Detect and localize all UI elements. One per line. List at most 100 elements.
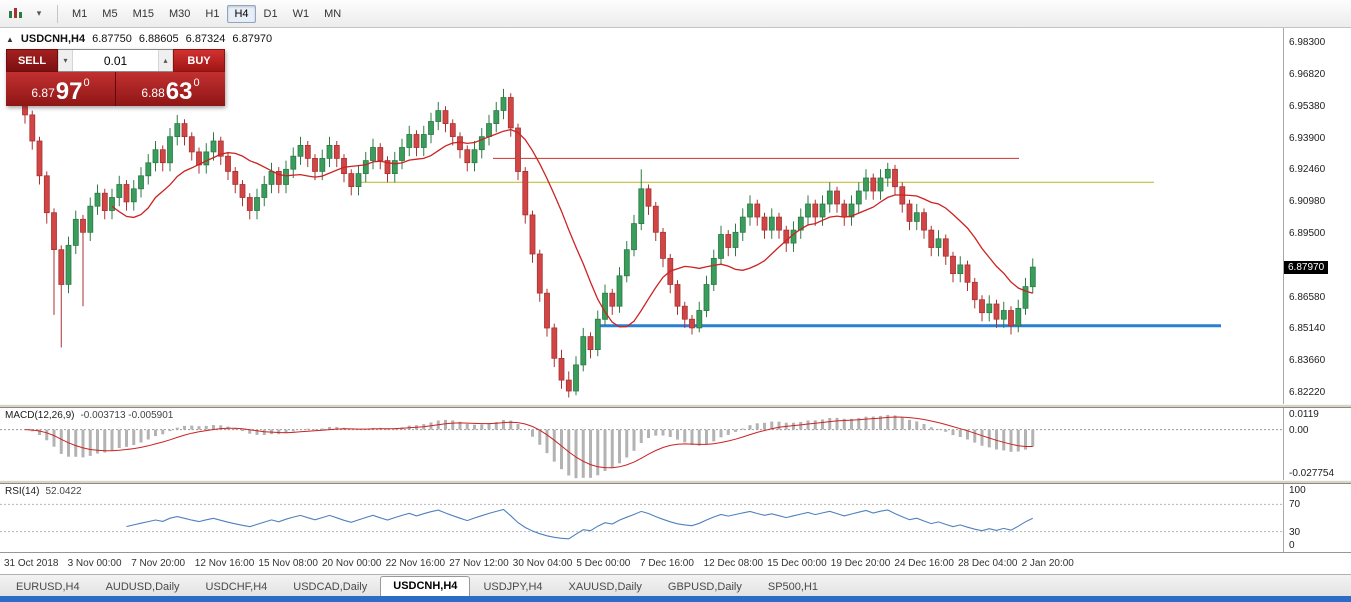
timeframe-h4[interactable]: H4	[227, 4, 256, 23]
time-axis-label: 15 Nov 08:00	[258, 558, 318, 569]
rsi-scale: 100 70 30 0	[1283, 484, 1351, 552]
ohlc-close: 6.87970	[232, 33, 273, 45]
sell-button[interactable]: SELL	[6, 49, 58, 72]
rsi-panel-label: RSI(14) 52.0422	[5, 486, 82, 497]
chart-tab-usdcad-daily[interactable]: USDCAD,Daily	[293, 581, 368, 593]
chart-tab-usdjpy-h4[interactable]: USDJPY,H4	[483, 581, 543, 593]
time-axis-label: 12 Nov 16:00	[194, 558, 255, 569]
time-axis-label: 5 Dec 00:00	[576, 558, 631, 569]
chart-tab-eurusd-h4[interactable]: EURUSD,H4	[16, 581, 80, 593]
status-bar	[0, 596, 1351, 602]
chart-header: ▲ USDCNH,H4 6.87750 6.88605 6.87324 6.87…	[6, 33, 272, 45]
candlestick-plot	[22, 88, 1221, 398]
panel-divider[interactable]	[0, 404, 1351, 408]
chart-tab-bar: EURUSD,H4 AUDUSD,Daily USDCHF,H4 USDCAD,Dai…	[0, 574, 1351, 596]
price-scale[interactable]: 6.98300 6.96820 6.95380 6.93900 6.92460 6.909…	[1283, 28, 1351, 404]
macd-scale-tick: 0.0119	[1289, 409, 1319, 420]
time-axis-label: 15 Dec 00:00	[767, 558, 827, 569]
symbol-period-label: USDCNH,H4	[20, 33, 86, 45]
timeframe-w1[interactable]: W1	[292, 7, 310, 20]
rsi-scale-tick: 0	[1289, 540, 1295, 551]
chart-tab-xauusd-daily[interactable]: XAUUSD,Daily	[568, 581, 642, 593]
price-tick: 6.95380	[1289, 100, 1326, 112]
time-axis-label: 27 Nov 12:00	[449, 558, 509, 569]
timeframe-m15[interactable]: M15	[132, 7, 154, 20]
time-axis-label: 28 Dec 04:00	[958, 558, 1018, 569]
timeframe-d1[interactable]: D1	[263, 7, 278, 20]
bar-chart-icon	[9, 8, 22, 18]
rsi-value-label: 52.0422	[45, 486, 82, 497]
sell-price-display[interactable]: 6.87 97 0	[6, 72, 115, 106]
price-tick: 6.89500	[1289, 228, 1326, 240]
timeframe-h1[interactable]: H1	[205, 7, 220, 20]
timeframe-buttons: M1 M5 M15 M30 H1 H4 D1 W1 MN	[65, 4, 348, 23]
timeframe-mn[interactable]: MN	[324, 7, 342, 20]
horizontal-lines	[359, 157, 1221, 328]
macd-scale: 0.0119 0.00 -0.027754	[1283, 408, 1351, 480]
chart-type-icon[interactable]	[4, 4, 26, 24]
price-tick: 6.98300	[1289, 37, 1326, 49]
candles	[22, 88, 1036, 398]
macd-panel[interactable]: MACD(12,26,9) -0.003713 -0.005901 0.0119…	[0, 408, 1351, 480]
chart-tab-usdchf-h4[interactable]: USDCHF,H4	[205, 581, 268, 593]
macd-signal-line	[24, 416, 1033, 469]
macd-scale-tick: -0.027754	[1289, 468, 1335, 479]
ma-line	[111, 128, 1033, 328]
time-axis-label: 19 Dec 20:00	[830, 558, 891, 569]
time-axis-label: 30 Nov 04:00	[512, 558, 573, 569]
time-axis-label: 7 Dec 16:00	[640, 558, 694, 569]
sell-price-big: 97	[55, 77, 83, 105]
time-axis-label: 31 Oct 2018	[4, 558, 59, 569]
buy-price-big: 63	[165, 77, 193, 105]
toolbar-separator	[57, 4, 58, 23]
volume-input[interactable]	[73, 50, 158, 71]
buy-price-sup: 0	[193, 77, 200, 89]
price-tick: 6.93900	[1289, 132, 1326, 144]
macd-scale-tick: 0.00	[1289, 424, 1309, 436]
rsi-line	[126, 508, 1033, 540]
volume-increase-icon[interactable]: ▴	[158, 50, 173, 71]
rsi-plot	[0, 503, 1283, 540]
collapse-one-click-icon[interactable]: ▲	[6, 34, 14, 44]
timeframe-m1[interactable]: M1	[72, 7, 88, 20]
ohlc-high: 6.88605	[138, 33, 179, 45]
macd-histogram	[30, 414, 1035, 479]
price-tick: 6.85140	[1289, 323, 1326, 335]
price-tick: 6.96820	[1289, 69, 1326, 81]
rsi-levels	[0, 503, 1283, 533]
rsi-panel[interactable]: RSI(14) 52.0422 100 70 30 0	[0, 484, 1351, 552]
time-axis[interactable]: 31 Oct 2018 3 Nov 00:00 7 Nov 20:00 12 Nov …	[0, 552, 1351, 574]
rsi-scale-tick: 100	[1289, 485, 1306, 496]
top-toolbar: ▾ M1 M5 M15 M30 H1 H4 D1 W1 MN	[0, 0, 1351, 28]
rsi-scale-tick: 70	[1289, 499, 1301, 511]
macd-plot	[0, 414, 1283, 479]
chart-tab-audusd-daily[interactable]: AUDUSD,Daily	[105, 581, 180, 593]
sell-price-sup: 0	[83, 77, 90, 89]
time-axis-label: 3 Nov 00:00	[67, 558, 122, 569]
chart-tab-sp500-h1[interactable]: SP500,H1	[767, 581, 819, 593]
toolbar-dropdown-caret-icon[interactable]: ▾	[36, 8, 42, 18]
timeframe-m30[interactable]: M30	[168, 7, 191, 20]
buy-price-prefix: 6.88	[141, 86, 165, 100]
price-tick: 6.83660	[1289, 355, 1326, 367]
one-click-trading-panel: SELL ▾ ▴ BUY 6.87 97 0 6.88 63 0	[6, 49, 225, 106]
chart-tab-usdcnh-h4[interactable]: USDCNH,H4	[380, 576, 471, 596]
time-axis-label: 2 Jan 20:00	[1021, 558, 1074, 569]
time-axis-label: 7 Nov 20:00	[131, 558, 186, 569]
panel-divider[interactable]	[0, 480, 1351, 484]
sell-price-prefix: 6.87	[31, 86, 55, 100]
time-axis-label: 20 Nov 00:00	[322, 558, 382, 569]
price-tick: 6.92460	[1289, 164, 1326, 176]
main-chart-panel[interactable]: 6.98300 6.96820 6.95380 6.93900 6.92460 6.909…	[0, 28, 1351, 404]
ohlc-low: 6.87324	[185, 33, 226, 45]
buy-button[interactable]: BUY	[173, 49, 225, 72]
chart-tab-gbpusd-daily[interactable]: GBPUSD,Daily	[667, 581, 742, 593]
volume-control: ▾ ▴	[58, 49, 173, 72]
buy-price-display[interactable]: 6.88 63 0	[116, 72, 225, 106]
rsi-name-label: RSI(14)	[5, 486, 40, 497]
macd-values-label: -0.003713 -0.005901	[80, 410, 174, 421]
ohlc-open: 6.87750	[92, 33, 132, 45]
volume-decrease-icon[interactable]: ▾	[58, 50, 73, 71]
timeframe-m5[interactable]: M5	[102, 7, 118, 20]
price-tick: 6.90980	[1289, 196, 1326, 208]
